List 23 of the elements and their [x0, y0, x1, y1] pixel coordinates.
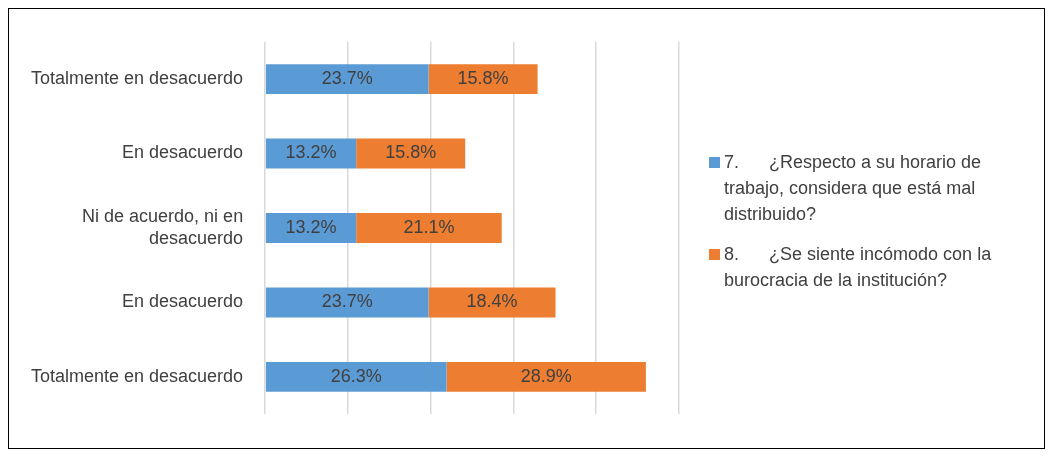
data-label: 26.3% [330, 365, 382, 386]
data-label: 21.1% [403, 216, 455, 237]
data-label: 15.8% [385, 142, 437, 163]
bar [446, 362, 646, 392]
y-tick-label: Totalmente en desacuerdo [30, 68, 244, 89]
data-label: 15.8% [457, 68, 509, 89]
bar [265, 64, 429, 94]
y-tick-label: Totalmente en desacuerdo [30, 365, 244, 386]
y-tick-label: Ni de acuerdo, ni en desacuerdo [82, 206, 244, 248]
legend-label: 7. ¿Respecto a su horario de trabajo, considera que está mal distribuido? [724, 151, 983, 226]
data-label: 13.2% [285, 216, 337, 237]
data-label: 23.7% [321, 68, 373, 89]
data-label: 28.9% [520, 365, 572, 386]
data-label: 23.7% [321, 291, 373, 312]
bar [265, 362, 447, 392]
data-label: 13.2% [285, 142, 337, 163]
y-tick-label: En desacuerdo [122, 142, 244, 163]
bar [265, 287, 429, 318]
bar [428, 64, 538, 94]
legend-label: 8. ¿Se siente incómodo con la burocracia de la institución? [724, 243, 993, 292]
bar [356, 213, 502, 243]
data-label: 18.4% [466, 291, 518, 312]
y-tick-label: En desacuerdo [122, 291, 244, 312]
